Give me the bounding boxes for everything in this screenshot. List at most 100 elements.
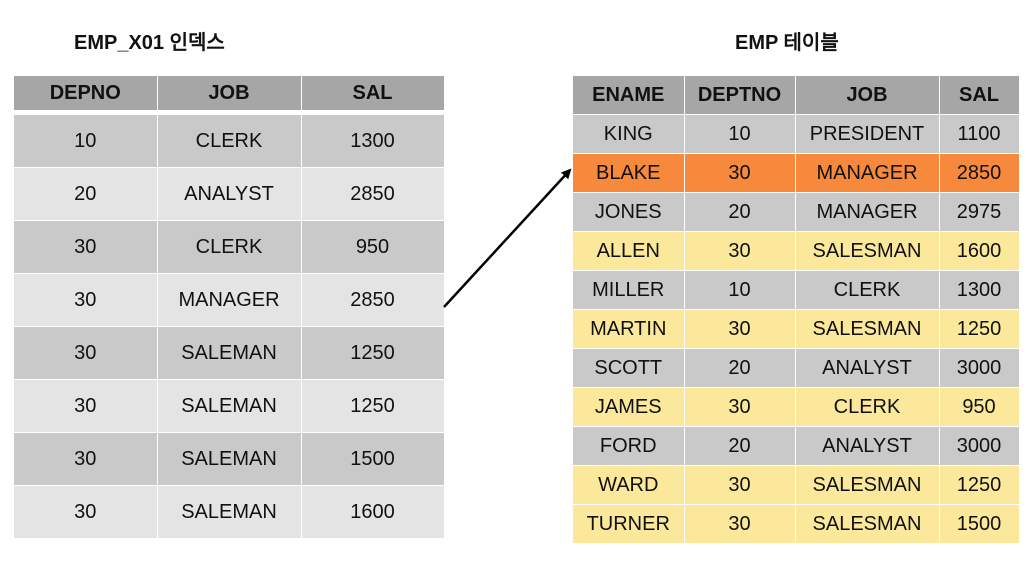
index-table: DEPNO JOB SAL 10 CLERK 1300 20 ANALYST 2… bbox=[14, 76, 445, 539]
emp-cell-ename: KING bbox=[573, 114, 685, 154]
emp-cell-job: MANAGER bbox=[795, 153, 940, 193]
emp-cell-ename: MILLER bbox=[573, 270, 685, 310]
emp-cell-deptno: 30 bbox=[684, 387, 796, 427]
index-cell-job: SALEMAN bbox=[157, 326, 302, 380]
index-cell-sal: 950 bbox=[301, 220, 445, 274]
index-row: 20 ANALYST 2850 bbox=[14, 167, 445, 221]
emp-cell-deptno: 30 bbox=[684, 153, 796, 193]
emp-cell-ename: JAMES bbox=[573, 387, 685, 427]
emp-cell-deptno: 20 bbox=[684, 192, 796, 232]
index-cell-job: ANALYST bbox=[157, 167, 302, 221]
emp-header-ename: ENAME bbox=[573, 76, 685, 115]
emp-cell-ename: BLAKE bbox=[573, 153, 685, 193]
emp-cell-ename: MARTIN bbox=[573, 309, 685, 349]
index-header-depno: DEPNO bbox=[14, 76, 158, 111]
index-cell-depno: 30 bbox=[14, 485, 158, 539]
emp-cell-sal: 1300 bbox=[939, 270, 1020, 310]
emp-row: KING 10 PRESIDENT 1100 bbox=[573, 114, 1020, 154]
index-row: 30 SALEMAN 1600 bbox=[14, 485, 445, 539]
emp-cell-deptno: 10 bbox=[684, 114, 796, 154]
index-cell-sal: 1250 bbox=[301, 326, 445, 380]
index-header-sal: SAL bbox=[301, 76, 445, 111]
emp-table: ENAME DEPTNO JOB SAL KING 10 PRESIDENT 1100… bbox=[573, 76, 1020, 544]
emp-row: JONES 20 MANAGER 2975 bbox=[573, 192, 1020, 232]
emp-cell-deptno: 20 bbox=[684, 348, 796, 388]
emp-cell-deptno: 30 bbox=[684, 504, 796, 544]
emp-cell-sal: 1250 bbox=[939, 465, 1020, 505]
index-cell-sal: 2850 bbox=[301, 273, 445, 327]
index-cell-job: SALEMAN bbox=[157, 379, 302, 433]
emp-cell-sal: 3000 bbox=[939, 426, 1020, 466]
index-cell-depno: 30 bbox=[14, 220, 158, 274]
index-cell-sal: 1600 bbox=[301, 485, 445, 539]
emp-cell-job: ANALYST bbox=[795, 348, 940, 388]
emp-cell-sal: 2975 bbox=[939, 192, 1020, 232]
emp-cell-job: CLERK bbox=[795, 270, 940, 310]
emp-row: WARD 30 SALESMAN 1250 bbox=[573, 465, 1020, 505]
index-cell-sal: 1500 bbox=[301, 432, 445, 486]
emp-cell-sal: 1100 bbox=[939, 114, 1020, 154]
emp-cell-sal: 1250 bbox=[939, 309, 1020, 349]
emp-header-job: JOB bbox=[795, 76, 940, 115]
index-cell-job: MANAGER bbox=[157, 273, 302, 327]
emp-cell-ename: ALLEN bbox=[573, 231, 685, 271]
index-row: 30 SALEMAN 1250 bbox=[14, 379, 445, 433]
emp-cell-ename: SCOTT bbox=[573, 348, 685, 388]
emp-cell-sal: 3000 bbox=[939, 348, 1020, 388]
index-title: EMP_X01 인덱스 bbox=[74, 32, 225, 54]
emp-cell-deptno: 30 bbox=[684, 309, 796, 349]
emp-header-deptno: DEPTNO bbox=[684, 76, 796, 115]
emp-row: JAMES 30 CLERK 950 bbox=[573, 387, 1020, 427]
emp-cell-deptno: 10 bbox=[684, 270, 796, 310]
emp-row: ALLEN 30 SALESMAN 1600 bbox=[573, 231, 1020, 271]
emp-cell-sal: 1600 bbox=[939, 231, 1020, 271]
index-cell-depno: 30 bbox=[14, 432, 158, 486]
index-cell-sal: 1300 bbox=[301, 115, 445, 168]
emp-row: TURNER 30 SALESMAN 1500 bbox=[573, 504, 1020, 544]
index-cell-depno: 30 bbox=[14, 273, 158, 327]
index-row: 30 SALEMAN 1500 bbox=[14, 432, 445, 486]
emp-cell-job: MANAGER bbox=[795, 192, 940, 232]
index-row: 10 CLERK 1300 bbox=[14, 115, 445, 168]
index-row: 30 CLERK 950 bbox=[14, 220, 445, 274]
emp-cell-job: CLERK bbox=[795, 387, 940, 427]
emp-header-row: ENAME DEPTNO JOB SAL bbox=[573, 76, 1020, 115]
emp-cell-job: SALESMAN bbox=[795, 231, 940, 271]
index-cell-depno: 30 bbox=[14, 326, 158, 380]
index-header-row: DEPNO JOB SAL bbox=[14, 76, 445, 111]
arrow-line bbox=[443, 168, 572, 308]
emp-cell-job: SALESMAN bbox=[795, 504, 940, 544]
index-row-manager: 30 MANAGER 2850 bbox=[14, 273, 445, 327]
emp-cell-job: ANALYST bbox=[795, 426, 940, 466]
emp-cell-sal: 1500 bbox=[939, 504, 1020, 544]
emp-cell-ename: JONES bbox=[573, 192, 685, 232]
emp-cell-deptno: 30 bbox=[684, 231, 796, 271]
index-header-job: JOB bbox=[157, 76, 302, 111]
emp-cell-ename: WARD bbox=[573, 465, 685, 505]
emp-cell-deptno: 20 bbox=[684, 426, 796, 466]
emp-cell-sal: 2850 bbox=[939, 153, 1020, 193]
emp-row: MILLER 10 CLERK 1300 bbox=[573, 270, 1020, 310]
index-cell-job: CLERK bbox=[157, 115, 302, 168]
emp-row: MARTIN 30 SALESMAN 1250 bbox=[573, 309, 1020, 349]
index-row: 30 SALEMAN 1250 bbox=[14, 326, 445, 380]
index-cell-depno: 30 bbox=[14, 379, 158, 433]
emp-cell-sal: 950 bbox=[939, 387, 1020, 427]
index-cell-job: SALEMAN bbox=[157, 485, 302, 539]
emp-cell-ename: TURNER bbox=[573, 504, 685, 544]
index-cell-job: SALEMAN bbox=[157, 432, 302, 486]
index-cell-sal: 1250 bbox=[301, 379, 445, 433]
index-cell-depno: 10 bbox=[14, 115, 158, 168]
emp-cell-job: SALESMAN bbox=[795, 309, 940, 349]
emp-cell-job: PRESIDENT bbox=[795, 114, 940, 154]
emp-cell-deptno: 30 bbox=[684, 465, 796, 505]
index-cell-job: CLERK bbox=[157, 220, 302, 274]
index-cell-depno: 20 bbox=[14, 167, 158, 221]
emp-table-title: EMP 테이블 bbox=[735, 32, 839, 54]
emp-row-highlighted: BLAKE 30 MANAGER 2850 bbox=[573, 153, 1020, 193]
emp-cell-ename: FORD bbox=[573, 426, 685, 466]
emp-row: SCOTT 20 ANALYST 3000 bbox=[573, 348, 1020, 388]
emp-row: FORD 20 ANALYST 3000 bbox=[573, 426, 1020, 466]
index-cell-sal: 2850 bbox=[301, 167, 445, 221]
emp-cell-job: SALESMAN bbox=[795, 465, 940, 505]
